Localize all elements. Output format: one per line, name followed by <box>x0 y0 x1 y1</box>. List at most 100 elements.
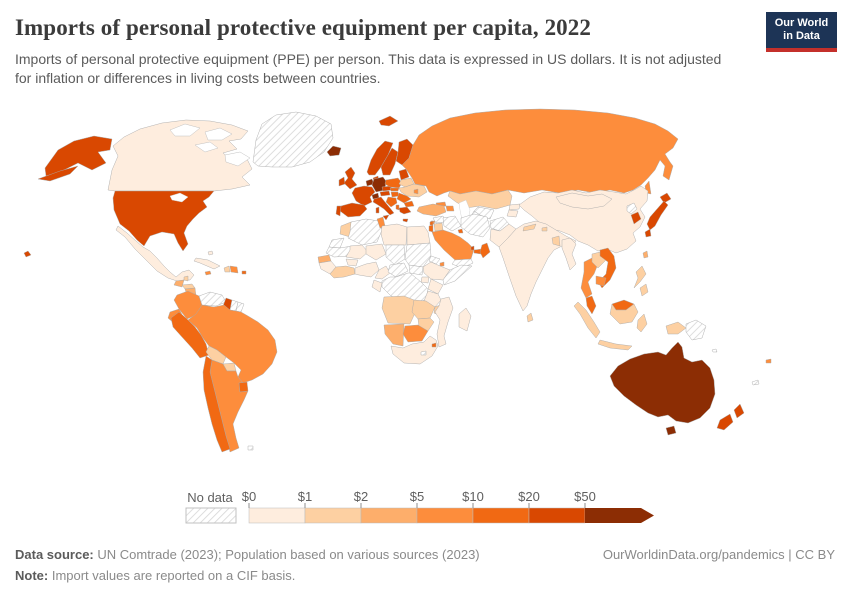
country-fiji[interactable] <box>765 358 772 364</box>
country-indonesia[interactable] <box>636 313 648 333</box>
country-portugal[interactable] <box>335 205 342 217</box>
country-niger[interactable] <box>365 243 387 261</box>
country-libya[interactable] <box>380 223 408 246</box>
country-baltics[interactable] <box>398 168 410 181</box>
credit-link[interactable]: OurWorldinData.org/pandemics | CC BY <box>602 547 835 562</box>
country-azerbaijan[interactable] <box>445 205 455 212</box>
country-solomon-islands[interactable] <box>711 348 718 353</box>
country-eswatini[interactable] <box>431 342 437 348</box>
country-new-caledonia[interactable] <box>751 379 760 386</box>
country-france[interactable] <box>351 185 376 207</box>
country-iraq[interactable] <box>442 215 462 232</box>
country-oman[interactable] <box>479 242 491 259</box>
country-australia[interactable] <box>665 425 677 436</box>
country-ireland[interactable] <box>338 176 346 187</box>
country-romania[interactable] <box>396 192 412 204</box>
country-botswana[interactable] <box>402 324 429 343</box>
country-saudi-arabia[interactable] <box>431 229 475 261</box>
country-philippines[interactable] <box>639 283 649 297</box>
country-iran[interactable] <box>460 213 491 238</box>
country-angola[interactable] <box>381 295 416 325</box>
country-congo[interactable] <box>371 279 383 293</box>
country-jamaica[interactable] <box>204 270 212 276</box>
country-kyrgyzstan[interactable] <box>508 203 521 211</box>
country-ghana[interactable] <box>329 265 356 279</box>
country-central-african-republic[interactable] <box>387 262 409 278</box>
country-mozambique[interactable] <box>434 296 454 348</box>
country-indonesia[interactable] <box>597 339 633 351</box>
country-japan[interactable] <box>646 200 669 231</box>
country-greece[interactable] <box>398 206 412 215</box>
country-slovakia[interactable] <box>389 187 400 192</box>
country-united-states[interactable] <box>112 190 215 252</box>
country-jordan[interactable] <box>433 222 444 232</box>
country-italy[interactable] <box>375 206 380 214</box>
country-balkans[interactable] <box>385 196 398 208</box>
country-albania[interactable] <box>395 204 400 211</box>
country-united-kingdom[interactable] <box>343 166 358 190</box>
country-south-africa[interactable] <box>390 335 439 365</box>
country-italy[interactable] <box>382 214 390 221</box>
country-haiti[interactable] <box>223 265 231 273</box>
country-greece[interactable] <box>402 218 409 223</box>
country-somalia[interactable] <box>442 264 473 286</box>
country-falkland-islands[interactable] <box>247 445 254 451</box>
country-sri-lanka[interactable] <box>526 312 534 323</box>
country-china[interactable] <box>518 185 649 254</box>
country-chad[interactable] <box>385 244 406 266</box>
country-turkey[interactable] <box>416 203 447 217</box>
country-djibouti[interactable] <box>439 261 445 267</box>
country-south-korea[interactable] <box>630 211 642 225</box>
country-israel[interactable] <box>428 224 434 233</box>
country-indonesia[interactable] <box>665 321 687 335</box>
country-belize[interactable] <box>183 275 189 282</box>
country-burkina-faso[interactable] <box>345 258 359 267</box>
country-new-zealand[interactable] <box>716 413 734 431</box>
country-indonesia[interactable] <box>573 301 601 339</box>
country-australia[interactable] <box>609 341 716 424</box>
country-mexico[interactable] <box>115 225 195 282</box>
country-bahamas[interactable] <box>207 250 214 256</box>
country-uruguay[interactable] <box>238 381 249 393</box>
country-bhutan[interactable] <box>541 226 548 232</box>
country-western-sahara[interactable] <box>328 237 345 249</box>
country-greenland[interactable] <box>252 111 334 168</box>
country-united-states[interactable] <box>23 250 32 258</box>
country-united-states[interactable] <box>44 135 113 177</box>
country-papua-new-guinea[interactable] <box>685 319 707 341</box>
country-iceland[interactable] <box>326 145 342 157</box>
country-cameroon[interactable] <box>374 265 391 280</box>
country-spain[interactable] <box>339 202 368 218</box>
country-south-sudan[interactable] <box>408 264 424 276</box>
country-egypt[interactable] <box>406 225 431 246</box>
country-ukraine[interactable] <box>398 183 428 198</box>
country-dominican-republic[interactable] <box>229 265 239 274</box>
country-cambodia[interactable] <box>595 275 607 287</box>
country-norway[interactable] <box>378 115 399 127</box>
country-moldova[interactable] <box>413 188 419 195</box>
country-austria[interactable] <box>379 190 391 197</box>
country-algeria[interactable] <box>347 218 383 246</box>
country-lesotho[interactable] <box>420 350 427 356</box>
country-north-korea[interactable] <box>626 202 638 215</box>
country-bangladesh[interactable] <box>551 235 561 247</box>
country-tajikistan[interactable] <box>506 209 519 218</box>
country-japan[interactable] <box>659 192 672 204</box>
country-italy[interactable] <box>372 196 395 216</box>
country-norway[interactable] <box>366 140 394 176</box>
country-mongolia[interactable] <box>555 192 613 210</box>
country-chile[interactable] <box>202 355 231 453</box>
country-brazil[interactable] <box>187 304 278 384</box>
country-russia[interactable] <box>401 108 679 197</box>
country-new-zealand[interactable] <box>733 403 745 419</box>
country-bulgaria[interactable] <box>403 200 415 208</box>
country-namibia[interactable] <box>383 323 405 347</box>
country-japan[interactable] <box>644 228 652 238</box>
country-taiwan[interactable] <box>642 250 649 259</box>
country-mali[interactable] <box>345 244 369 260</box>
country-uganda[interactable] <box>420 276 430 284</box>
country-philippines[interactable] <box>633 265 647 289</box>
country-puerto-rico[interactable] <box>241 270 247 275</box>
country-indonesia[interactable] <box>609 303 639 325</box>
country-nigeria[interactable] <box>354 261 380 278</box>
